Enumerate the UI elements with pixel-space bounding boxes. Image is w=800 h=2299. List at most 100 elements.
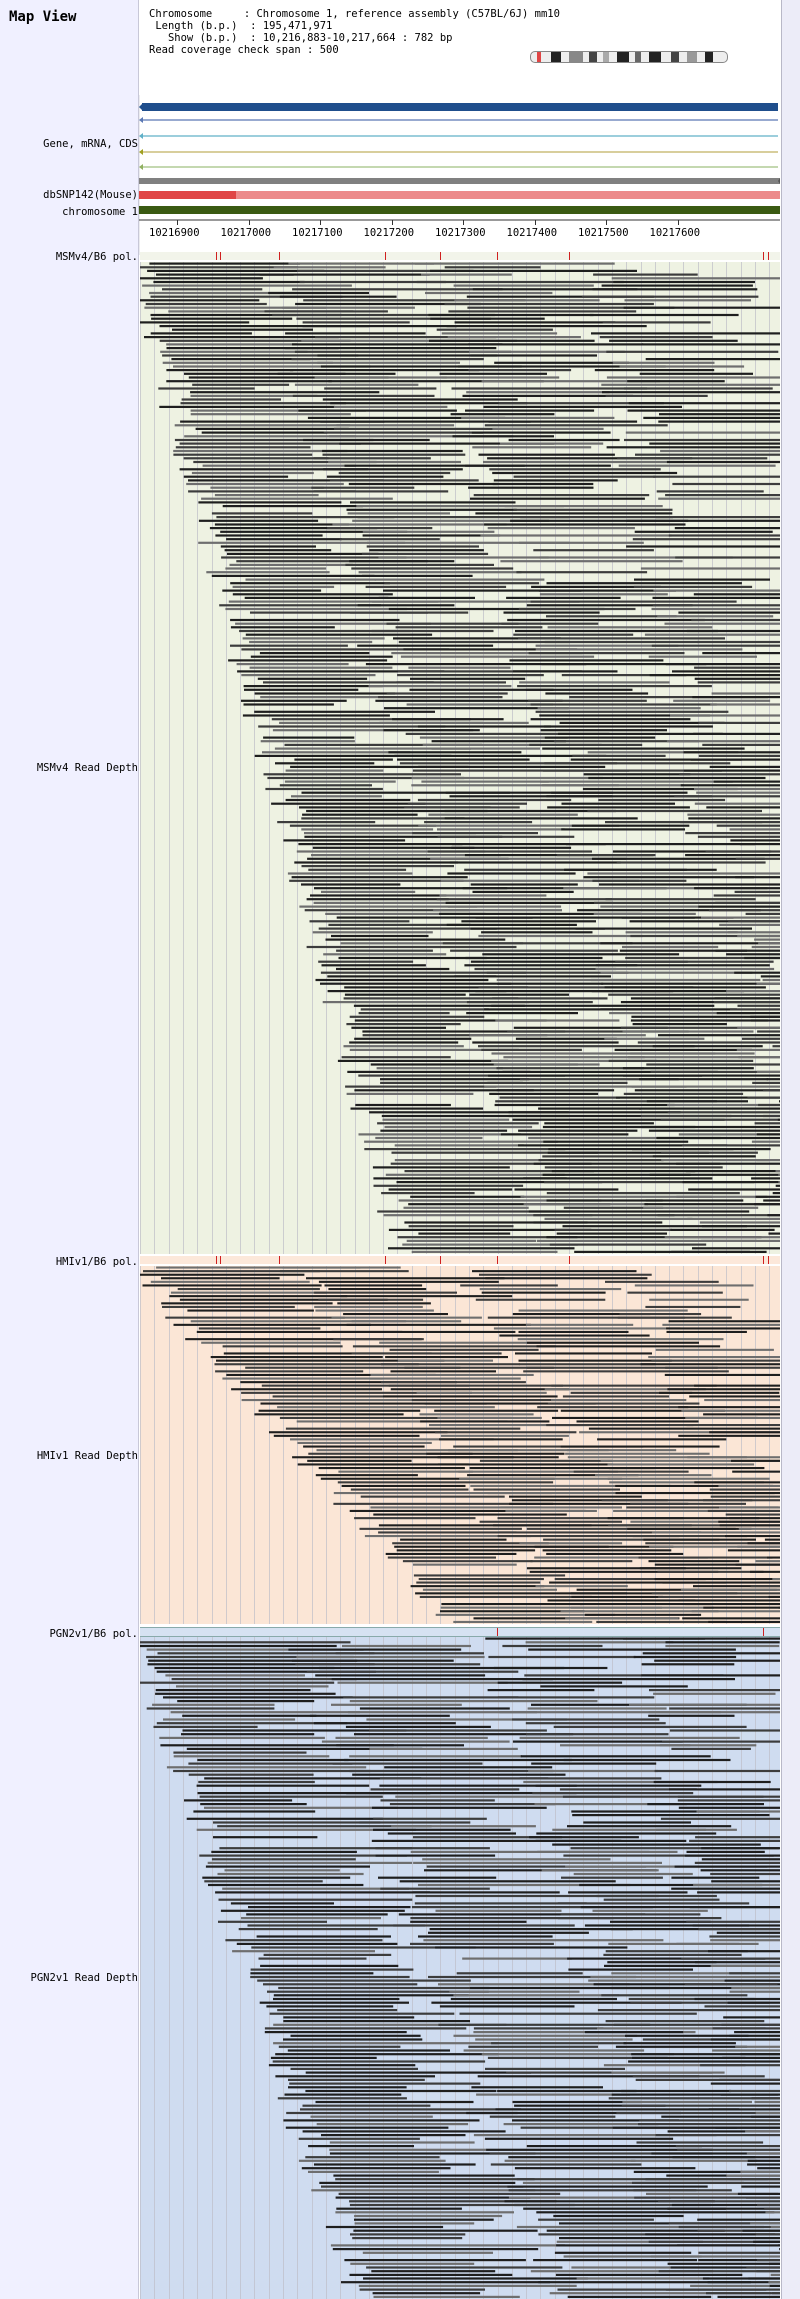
read-bar[interactable] — [266, 2005, 394, 2008]
read-bar[interactable] — [499, 1334, 650, 1337]
read-bar[interactable] — [768, 1595, 781, 1598]
read-bar[interactable] — [518, 1129, 638, 1132]
read-bar[interactable] — [451, 846, 572, 849]
read-bar[interactable] — [346, 1792, 577, 1795]
read-bar[interactable] — [651, 1359, 780, 1362]
read-bar[interactable] — [573, 1470, 689, 1473]
read-bar[interactable] — [692, 696, 780, 699]
read-bar[interactable] — [291, 1659, 454, 1662]
read-bar[interactable] — [397, 1236, 578, 1239]
read-bar[interactable] — [294, 861, 458, 864]
read-bar[interactable] — [302, 2130, 506, 2133]
read-bar[interactable] — [512, 1740, 683, 1743]
read-bar[interactable] — [726, 990, 780, 993]
read-bar[interactable] — [379, 1777, 549, 1780]
read-bar[interactable] — [496, 1089, 615, 1092]
read-bar[interactable] — [387, 1556, 496, 1559]
read-bar[interactable] — [675, 2145, 780, 2148]
read-bar[interactable] — [184, 372, 346, 375]
read-bar[interactable] — [154, 1666, 335, 1670]
read-bar[interactable] — [487, 457, 693, 460]
read-bar[interactable] — [192, 383, 290, 386]
read-bar[interactable] — [549, 2292, 772, 2295]
read-bar[interactable] — [441, 1434, 569, 1437]
read-bar[interactable] — [377, 1122, 539, 1125]
read-bar[interactable] — [489, 2152, 713, 2155]
read-bar[interactable] — [727, 2001, 780, 2004]
read-bar[interactable] — [297, 1441, 432, 1444]
read-bar[interactable] — [313, 901, 484, 904]
read-bar[interactable] — [519, 681, 670, 684]
read-bar[interactable] — [323, 431, 483, 434]
read-bar[interactable] — [551, 1384, 717, 1387]
read-bar[interactable] — [690, 758, 780, 761]
read-bar[interactable] — [370, 1788, 520, 1791]
read-bar[interactable] — [140, 321, 250, 324]
read-bar[interactable] — [314, 376, 447, 379]
read-bar[interactable] — [662, 1323, 780, 1326]
read-bar[interactable] — [402, 1243, 578, 1246]
read-bar[interactable] — [431, 740, 566, 743]
read-bar[interactable] — [191, 471, 314, 475]
read-bar[interactable] — [530, 600, 737, 603]
read-bar[interactable] — [630, 997, 780, 1000]
read-bar[interactable] — [657, 1214, 781, 1217]
read-bar[interactable] — [412, 769, 630, 772]
read-bar[interactable] — [667, 1103, 780, 1107]
read-bar[interactable] — [518, 607, 636, 611]
read-bar[interactable] — [308, 1452, 473, 1455]
read-bar[interactable] — [519, 1078, 679, 1081]
read-bar[interactable] — [523, 1177, 713, 1180]
read-bar[interactable] — [651, 1592, 780, 1595]
read-bar[interactable] — [619, 1313, 702, 1316]
read-bar[interactable] — [597, 2009, 780, 2012]
read-bar[interactable] — [607, 1961, 717, 1964]
read-bar[interactable] — [529, 1836, 639, 1839]
read-bar[interactable] — [693, 593, 780, 596]
read-bar[interactable] — [559, 1788, 697, 1791]
read-bar[interactable] — [197, 1792, 431, 1795]
read-bar[interactable] — [508, 2189, 697, 2192]
read-bar[interactable] — [274, 747, 471, 750]
read-bar[interactable] — [329, 2141, 475, 2144]
read-bar[interactable] — [475, 512, 673, 515]
read-bar[interactable] — [619, 949, 747, 952]
read-bar[interactable] — [271, 718, 471, 721]
read-bar[interactable] — [341, 2281, 550, 2284]
read-bar[interactable] — [315, 1674, 486, 1677]
read-bar[interactable] — [150, 332, 252, 335]
read-bar[interactable] — [529, 1570, 719, 1573]
read-bar[interactable] — [573, 1872, 693, 1876]
read-bar[interactable] — [211, 574, 375, 577]
read-bar[interactable] — [305, 2089, 497, 2093]
read-bar[interactable] — [362, 574, 473, 577]
read-bar[interactable] — [497, 1517, 684, 1520]
read-bar[interactable] — [467, 1474, 639, 1477]
read-bar[interactable] — [301, 828, 434, 831]
read-bar[interactable] — [422, 1858, 611, 1861]
read-bar[interactable] — [258, 725, 446, 728]
read-bar[interactable] — [484, 1085, 687, 1088]
read-bar[interactable] — [697, 2229, 781, 2232]
read-bar[interactable] — [453, 1620, 593, 1623]
read-bar[interactable] — [323, 468, 463, 471]
read-bar[interactable] — [615, 1484, 774, 1487]
read-bar[interactable] — [440, 879, 640, 882]
read-bar[interactable] — [583, 1821, 691, 1824]
read-bar[interactable] — [713, 1001, 780, 1004]
read-bar[interactable] — [459, 1477, 623, 1480]
read-bar[interactable] — [746, 2196, 780, 2199]
read-bar[interactable] — [383, 589, 582, 592]
read-bar[interactable] — [261, 1384, 470, 1387]
read-bar[interactable] — [220, 545, 316, 548]
read-bar[interactable] — [574, 1250, 750, 1253]
read-bar[interactable] — [369, 1111, 569, 1114]
read-bar[interactable] — [557, 1917, 722, 1920]
read-bar[interactable] — [592, 879, 687, 882]
read-bar[interactable] — [538, 2281, 751, 2284]
read-bar[interactable] — [591, 990, 745, 993]
read-bar[interactable] — [523, 1780, 718, 1784]
read-bar[interactable] — [487, 2056, 668, 2059]
read-bar[interactable] — [687, 813, 780, 816]
read-bar[interactable] — [546, 795, 712, 798]
